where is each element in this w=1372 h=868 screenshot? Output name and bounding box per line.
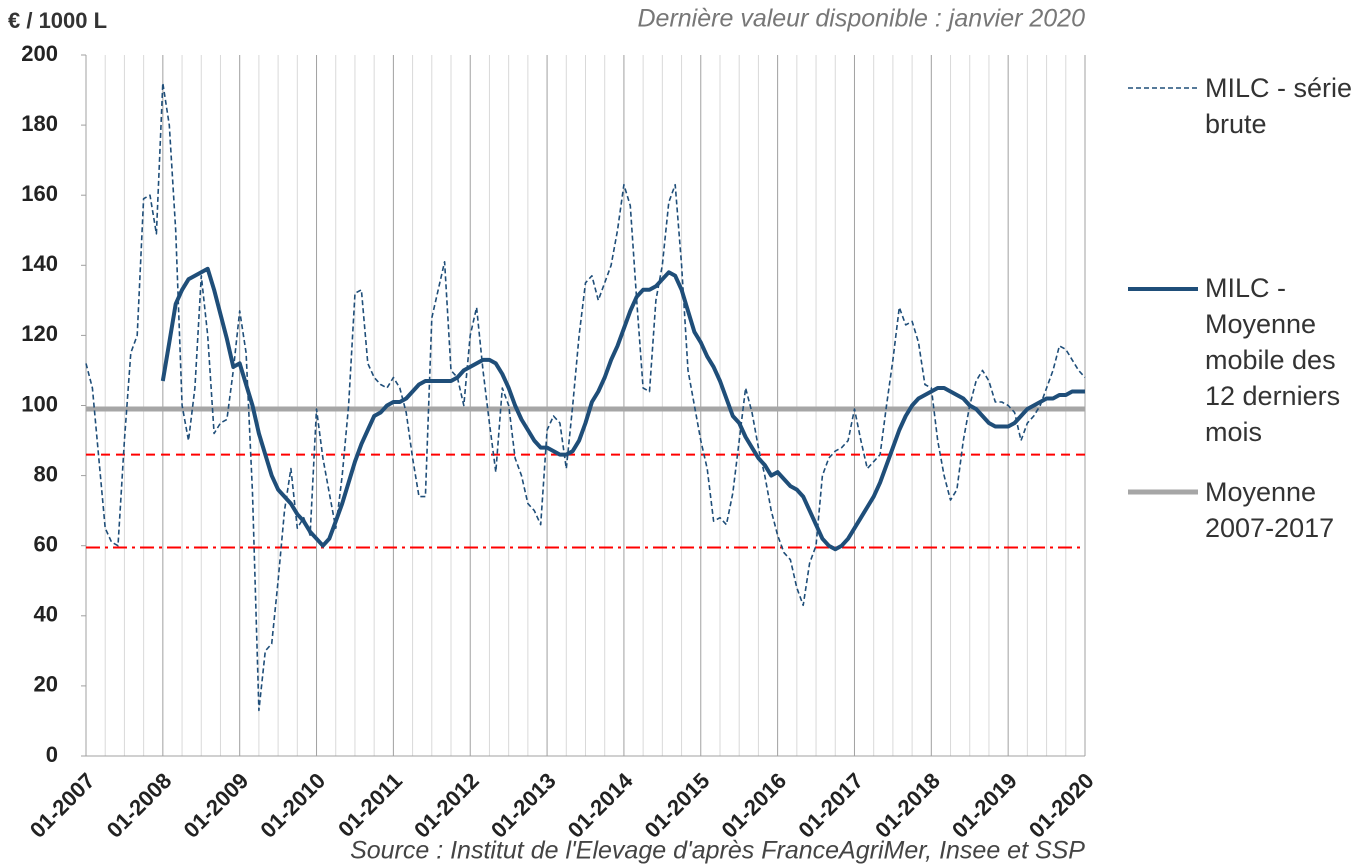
x-tick-label: 01-2019 — [947, 768, 1022, 843]
series-line — [160, 266, 1085, 552]
x-tick-label: 01-2017 — [793, 768, 868, 843]
y-tick-label: 0 — [46, 742, 58, 767]
legend-entry: MILC - série brute — [1205, 73, 1353, 139]
x-tick-label: 01-2008 — [102, 768, 177, 843]
y-tick-label: 140 — [21, 251, 58, 276]
x-tick-label: 01-2020 — [1024, 768, 1099, 843]
source: Source : Institut de l'Elevage d'après F… — [350, 837, 1085, 865]
y-tick-label: 160 — [21, 181, 58, 206]
x-tick-label: 01-2010 — [255, 768, 330, 843]
y-tick-label: 40 — [34, 602, 58, 627]
x-tick-label: 01-2016 — [716, 768, 791, 843]
legend-entry: MILC - Moyenne mobile des 12 derniers mo… — [1205, 273, 1341, 447]
x-tick-label: 01-2013 — [486, 768, 561, 843]
x-tick-label: 01-2007 — [25, 768, 100, 843]
y-tick-label: 120 — [21, 321, 58, 346]
x-tick-label: 01-2009 — [179, 768, 254, 843]
y-axis-label: € / 1000 L — [8, 8, 107, 33]
x-tick-label: 01-2012 — [409, 768, 484, 843]
subtitle: Dernière valeur disponible : janvier 202… — [638, 5, 1086, 33]
y-tick-label: 200 — [21, 41, 58, 66]
y-tick-label: 80 — [34, 461, 58, 486]
x-tick-label: 01-2015 — [640, 768, 715, 843]
y-tick-label: 100 — [21, 391, 58, 416]
y-tick-label: 180 — [21, 111, 58, 136]
x-tick-label: 01-2018 — [870, 768, 945, 843]
legend-entry: Moyenne 2007-2017 — [1205, 477, 1335, 543]
x-tick-label: 01-2014 — [563, 767, 638, 842]
x-tick-label: 01-2011 — [333, 768, 407, 842]
y-tick-label: 20 — [34, 672, 58, 697]
series-line — [85, 82, 1086, 712]
y-tick-label: 60 — [34, 532, 58, 557]
